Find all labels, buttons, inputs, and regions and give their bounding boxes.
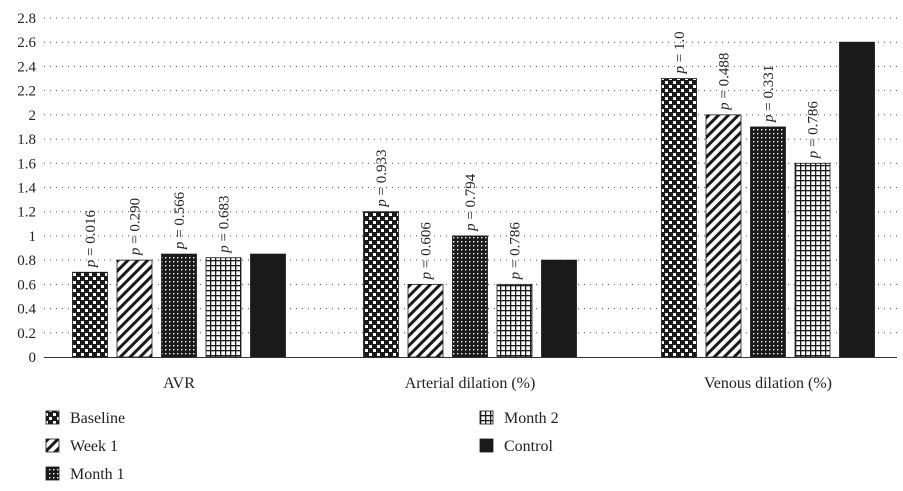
legend-label-month-2: Month 2 bbox=[504, 410, 559, 427]
p-value-labels: p = 0.016 p = 0.933 p = 1.0 p = 0.290 p = 0.… bbox=[83, 31, 822, 280]
bar-week-1-avr bbox=[116, 259, 153, 358]
legend-label-control: Control bbox=[504, 438, 553, 455]
y-tick-label: 0.8 bbox=[17, 253, 36, 269]
p-value-label: p = 0.606 bbox=[419, 222, 435, 281]
bar-control-avr bbox=[250, 253, 286, 358]
legend-swatch-month-2 bbox=[479, 410, 494, 425]
bar-month-2-venous-dilation bbox=[794, 162, 831, 358]
bars bbox=[72, 41, 875, 358]
bar-month-1-venous-dilation bbox=[750, 126, 786, 358]
bar-baseline-venous-dilation bbox=[661, 78, 697, 358]
y-axis-ticks: 0 0.2 0.4 0.6 0.8 1 1.2 1.4 1.6 1.8 2 2.2 2.4 2.6 2.8 bbox=[17, 11, 36, 366]
y-tick-label: 0.4 bbox=[17, 302, 36, 318]
legend-label-baseline: Baseline bbox=[70, 410, 125, 427]
p-value-label: p = 0.794 bbox=[463, 173, 479, 232]
y-tick-label: 2.2 bbox=[17, 84, 36, 100]
y-tick-label: 1.4 bbox=[17, 181, 36, 197]
p-value-label: p = 0.933 bbox=[374, 149, 390, 207]
legend: Baseline Week 1 Month 1 Month 2 Control bbox=[45, 410, 559, 483]
legend-swatch-control bbox=[479, 438, 494, 453]
p-value-label: p = 0.016 bbox=[83, 210, 99, 269]
y-tick-label: 2.6 bbox=[17, 35, 36, 51]
bar-month-1-arterial-dilation bbox=[452, 235, 488, 358]
p-value-label: p = 0.331 bbox=[761, 65, 777, 123]
y-tick-label: 2.4 bbox=[17, 59, 36, 75]
p-value-label: p = 0.566 bbox=[172, 191, 188, 250]
y-tick-label: 2 bbox=[29, 108, 37, 124]
y-tick-label: 0 bbox=[29, 350, 37, 366]
y-tick-label: 1.8 bbox=[17, 132, 36, 148]
bar-baseline-avr bbox=[72, 271, 108, 358]
y-tick-label: 1.6 bbox=[17, 156, 36, 172]
p-value-label: p = 0.786 bbox=[806, 101, 822, 160]
y-tick-label: 1.2 bbox=[17, 205, 36, 221]
y-tick-label: 1 bbox=[29, 229, 37, 245]
category-label: Venous dilation (%) bbox=[704, 375, 832, 392]
y-tick-label: 0.2 bbox=[17, 326, 36, 342]
bar-baseline-arterial-dilation bbox=[363, 211, 399, 358]
category-label: AVR bbox=[163, 375, 195, 392]
bar-month-1-avr bbox=[161, 253, 197, 358]
category-label: Arterial dilation (%) bbox=[405, 375, 536, 392]
y-tick-label: 0.6 bbox=[17, 277, 36, 293]
bar-month-2-arterial-dilation bbox=[496, 283, 533, 358]
p-value-label: p = 0.290 bbox=[128, 198, 144, 256]
p-value-label: p = 1.0 bbox=[672, 31, 688, 74]
y-tick-label: 2.8 bbox=[17, 11, 36, 27]
legend-label-week-1: Week 1 bbox=[70, 438, 118, 455]
p-value-label: p = 0.683 bbox=[217, 196, 233, 254]
bar-week-1-arterial-dilation bbox=[407, 283, 444, 358]
legend-swatch-month-1 bbox=[45, 466, 60, 481]
p-value-label: p = 0.786 bbox=[508, 222, 524, 281]
bar-month-2-avr bbox=[205, 257, 242, 358]
legend-swatch-baseline bbox=[45, 410, 60, 425]
bar-week-1-venous-dilation bbox=[705, 114, 742, 358]
legend-swatch-week-1 bbox=[45, 438, 60, 453]
bar-control-arterial-dilation bbox=[541, 259, 577, 358]
legend-label-month-1: Month 1 bbox=[70, 466, 125, 483]
p-value-label: p = 0.488 bbox=[717, 53, 733, 111]
category-labels: AVR Arterial dilation (%) Venous dilation … bbox=[163, 375, 832, 392]
bar-control-venous-dilation bbox=[839, 41, 875, 358]
